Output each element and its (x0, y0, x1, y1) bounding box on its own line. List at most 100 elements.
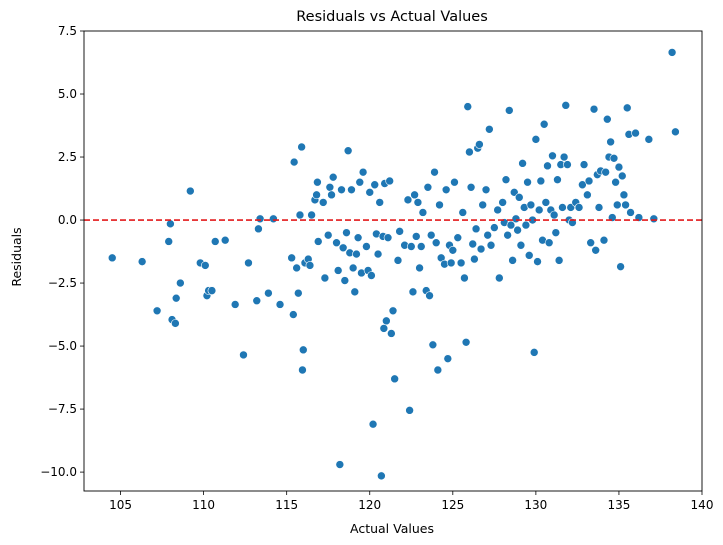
data-point (603, 114, 612, 124)
data-point (443, 354, 453, 363)
data-point (526, 200, 536, 210)
data-point (307, 210, 316, 220)
data-point (544, 238, 554, 248)
data-point (601, 167, 610, 177)
y-tick-label: 5.0 (58, 87, 77, 101)
x-tick-label: 140 (691, 498, 714, 512)
data-point (536, 176, 546, 186)
data-point (456, 258, 466, 268)
data-point (342, 228, 351, 237)
data-point (579, 160, 589, 169)
data-point (350, 287, 360, 297)
data-point (353, 233, 363, 242)
data-point (305, 261, 315, 270)
data-point (591, 245, 600, 255)
data-point (493, 205, 502, 215)
data-point (583, 190, 592, 200)
data-point (563, 160, 572, 169)
y-tick-label: 7.5 (58, 24, 77, 38)
data-point (327, 190, 336, 200)
data-point (626, 208, 635, 217)
data-point (612, 200, 622, 210)
data-point (470, 254, 479, 264)
data-point (531, 135, 541, 144)
data-point (611, 177, 620, 187)
data-point (622, 103, 632, 113)
data-point (335, 460, 345, 469)
data-point (631, 128, 640, 138)
data-point (230, 300, 240, 309)
data-point (171, 319, 180, 328)
data-point (413, 198, 423, 207)
data-point (338, 243, 348, 253)
data-point (244, 258, 253, 268)
data-point (287, 253, 296, 263)
x-tick-label: 130 (524, 498, 547, 512)
data-point (408, 287, 418, 297)
y-tick-label: −5.0 (48, 339, 77, 353)
data-point (649, 214, 659, 224)
data-point (294, 288, 303, 298)
data-point (337, 185, 346, 195)
x-axis-ticks: 105 110 115 120 125 130 135 140 (109, 491, 713, 512)
x-axis-label: Actual Values (350, 521, 434, 536)
data-point (485, 125, 494, 134)
data-point (441, 185, 451, 195)
data-point (617, 171, 627, 181)
data-point (490, 223, 499, 232)
data-point (523, 177, 532, 187)
data-point (385, 176, 394, 186)
data-point (501, 175, 511, 185)
data-point (318, 198, 328, 207)
x-tick-label: 135 (607, 498, 630, 512)
data-point (166, 219, 175, 229)
data-point (239, 350, 248, 360)
data-point (343, 146, 353, 156)
data-point (368, 419, 378, 429)
data-point (393, 256, 403, 265)
data-point (476, 244, 486, 254)
data-point (313, 177, 322, 187)
plot-frame (83, 30, 703, 492)
y-tick-label: −10.0 (40, 465, 77, 479)
data-point (298, 365, 307, 375)
data-point (511, 214, 521, 224)
data-point (340, 276, 350, 285)
data-point (323, 230, 333, 240)
data-point (252, 296, 262, 306)
data-point (586, 238, 595, 248)
data-point (220, 235, 230, 245)
data-point (453, 233, 463, 242)
data-point (430, 167, 439, 177)
data-point (606, 137, 615, 147)
data-point (292, 263, 301, 273)
data-point (425, 291, 434, 300)
data-point (403, 195, 413, 205)
y-tick-label: 2.5 (58, 150, 77, 164)
data-point (514, 193, 524, 202)
data-point (435, 200, 444, 210)
x-tick-label: 120 (358, 498, 381, 512)
data-point (171, 293, 181, 303)
data-point (433, 365, 443, 375)
data-point (614, 162, 624, 172)
data-point (379, 324, 389, 333)
data-point (295, 210, 305, 220)
data-point (313, 237, 323, 246)
data-point (518, 159, 527, 168)
data-point (269, 214, 278, 224)
data-point (498, 198, 507, 207)
chart-title: Residuals vs Actual Values (296, 9, 488, 25)
data-point (255, 214, 265, 224)
data-point (448, 245, 458, 255)
data-point (553, 175, 562, 185)
data-point (671, 127, 680, 137)
data-point (406, 242, 416, 251)
data-point (325, 182, 335, 192)
data-point (541, 198, 551, 207)
data-point (483, 230, 492, 240)
data-point (578, 180, 587, 190)
data-point (416, 242, 426, 251)
data-point (362, 242, 371, 251)
x-tick-label: 125 (441, 498, 464, 512)
